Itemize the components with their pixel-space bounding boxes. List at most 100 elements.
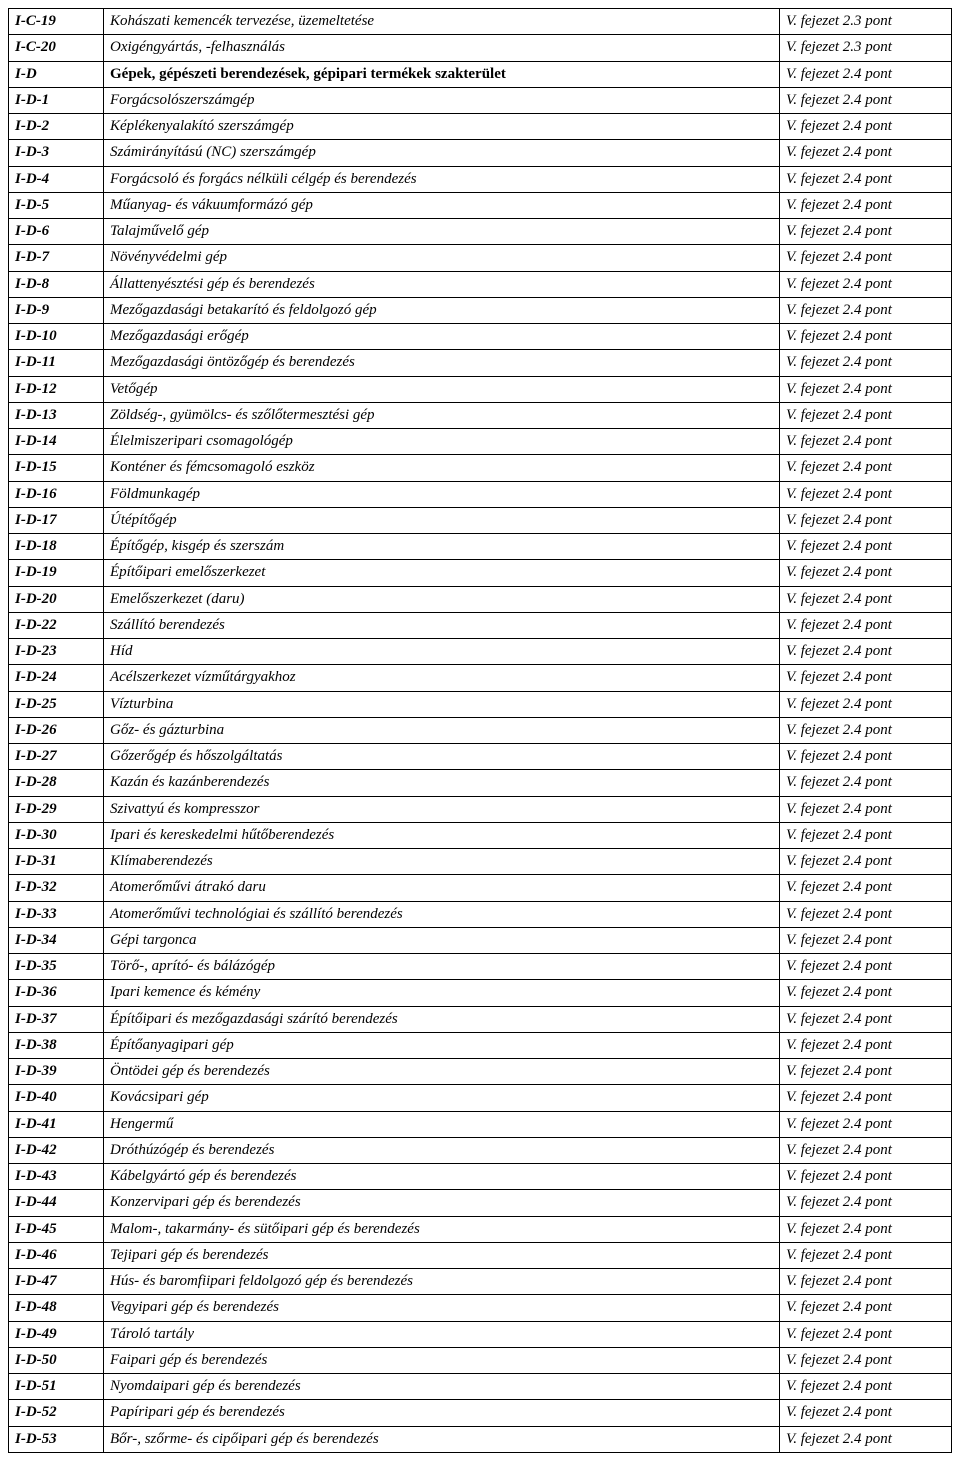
description-cell: Építőanyagipari gép <box>104 1032 780 1058</box>
reference-cell: V. fejezet 2.4 pont <box>780 691 952 717</box>
reference-cell: V. fejezet 2.3 pont <box>780 9 952 35</box>
code-cell: I-D-29 <box>9 796 104 822</box>
description-cell: Atomerőművi átrakó daru <box>104 875 780 901</box>
table-row: I-D-34Gépi targoncaV. fejezet 2.4 pont <box>9 927 952 953</box>
table-row: I-D-10Mezőgazdasági erőgépV. fejezet 2.4… <box>9 324 952 350</box>
code-cell: I-D-52 <box>9 1400 104 1426</box>
reference-cell: V. fejezet 2.4 pont <box>780 376 952 402</box>
description-cell: Állattenyésztési gép és berendezés <box>104 271 780 297</box>
reference-cell: V. fejezet 2.3 pont <box>780 35 952 61</box>
description-cell: Építőipari és mezőgazdasági szárító bere… <box>104 1006 780 1032</box>
code-cell: I-D-37 <box>9 1006 104 1032</box>
table-row: I-D-15Konténer és fémcsomagoló eszközV. … <box>9 455 952 481</box>
description-cell: Kohászati kemencék tervezése, üzemelteté… <box>104 9 780 35</box>
reference-cell: V. fejezet 2.4 pont <box>780 507 952 533</box>
description-cell: Bőr-, szőrme- és cipőipari gép és berend… <box>104 1426 780 1452</box>
code-cell: I-D-15 <box>9 455 104 481</box>
description-cell: Vízturbina <box>104 691 780 717</box>
table-row: I-D-29Szivattyú és kompresszorV. fejezet… <box>9 796 952 822</box>
code-cell: I-D-42 <box>9 1137 104 1163</box>
table-row: I-D-37Építőipari és mezőgazdasági szárít… <box>9 1006 952 1032</box>
code-cell: I-D-51 <box>9 1374 104 1400</box>
table-row: I-D-49Tároló tartályV. fejezet 2.4 pont <box>9 1321 952 1347</box>
description-cell: Építőipari emelőszerkezet <box>104 560 780 586</box>
code-cell: I-D-39 <box>9 1059 104 1085</box>
table-row: I-D-12VetőgépV. fejezet 2.4 pont <box>9 376 952 402</box>
reference-cell: V. fejezet 2.4 pont <box>780 455 952 481</box>
code-cell: I-D-19 <box>9 560 104 586</box>
description-cell: Kovácsipari gép <box>104 1085 780 1111</box>
code-cell: I-D-48 <box>9 1295 104 1321</box>
code-cell: I-D-40 <box>9 1085 104 1111</box>
reference-cell: V. fejezet 2.4 pont <box>780 875 952 901</box>
code-cell: I-D-38 <box>9 1032 104 1058</box>
code-cell: I-D-27 <box>9 744 104 770</box>
reference-cell: V. fejezet 2.4 pont <box>780 901 952 927</box>
code-cell: I-D-18 <box>9 534 104 560</box>
table-row: I-D-20Emelőszerkezet (daru)V. fejezet 2.… <box>9 586 952 612</box>
description-cell: Faipari gép és berendezés <box>104 1347 780 1373</box>
reference-cell: V. fejezet 2.4 pont <box>780 1400 952 1426</box>
description-cell: Földmunkagép <box>104 481 780 507</box>
reference-cell: V. fejezet 2.4 pont <box>780 1032 952 1058</box>
table-row: I-D-39Öntödei gép és berendezésV. fejeze… <box>9 1059 952 1085</box>
reference-cell: V. fejezet 2.4 pont <box>780 1006 952 1032</box>
description-cell: Hengermű <box>104 1111 780 1137</box>
reference-cell: V. fejezet 2.4 pont <box>780 297 952 323</box>
code-cell: I-D-16 <box>9 481 104 507</box>
description-cell: Építőgép, kisgép és szerszám <box>104 534 780 560</box>
reference-cell: V. fejezet 2.4 pont <box>780 560 952 586</box>
description-cell: Mezőgazdasági erőgép <box>104 324 780 350</box>
reference-cell: V. fejezet 2.4 pont <box>780 1111 952 1137</box>
code-cell: I-D-10 <box>9 324 104 350</box>
description-cell: Ipari és kereskedelmi hűtőberendezés <box>104 822 780 848</box>
reference-cell: V. fejezet 2.4 pont <box>780 87 952 113</box>
table-row: I-D-43Kábelgyártó gép és berendezésV. fe… <box>9 1164 952 1190</box>
reference-cell: V. fejezet 2.4 pont <box>780 1242 952 1268</box>
code-cell: I-D-11 <box>9 350 104 376</box>
table-row: I-D-8Állattenyésztési gép és berendezésV… <box>9 271 952 297</box>
description-cell: Műanyag- és vákuumformázó gép <box>104 192 780 218</box>
reference-cell: V. fejezet 2.4 pont <box>780 612 952 638</box>
table-row: I-D-26Gőz- és gázturbinaV. fejezet 2.4 p… <box>9 717 952 743</box>
table-row: I-D-22Szállító berendezésV. fejezet 2.4 … <box>9 612 952 638</box>
reference-cell: V. fejezet 2.4 pont <box>780 954 952 980</box>
code-cell: I-D-13 <box>9 402 104 428</box>
reference-cell: V. fejezet 2.4 pont <box>780 744 952 770</box>
code-cell: I-D-45 <box>9 1216 104 1242</box>
description-cell: Forgácsoló és forgács nélküli célgép és … <box>104 166 780 192</box>
code-cell: I-D-3 <box>9 140 104 166</box>
code-cell: I-D-9 <box>9 297 104 323</box>
code-cell: I-D-33 <box>9 901 104 927</box>
description-cell: Forgácsolószerszámgép <box>104 87 780 113</box>
table-row: I-D-40Kovácsipari gépV. fejezet 2.4 pont <box>9 1085 952 1111</box>
description-cell: Oxigéngyártás, -felhasználás <box>104 35 780 61</box>
description-cell: Törő-, aprító- és bálázógép <box>104 954 780 980</box>
description-cell: Emelőszerkezet (daru) <box>104 586 780 612</box>
table-row: I-D-50Faipari gép és berendezésV. fejeze… <box>9 1347 952 1373</box>
reference-cell: V. fejezet 2.4 pont <box>780 717 952 743</box>
code-cell: I-D-32 <box>9 875 104 901</box>
table-row: I-D-25VízturbinaV. fejezet 2.4 pont <box>9 691 952 717</box>
table-row: I-D-7Növényvédelmi gépV. fejezet 2.4 pon… <box>9 245 952 271</box>
reference-cell: V. fejezet 2.4 pont <box>780 1295 952 1321</box>
description-cell: Szivattyú és kompresszor <box>104 796 780 822</box>
table-row: I-D-33Atomerőművi technológiai és szállí… <box>9 901 952 927</box>
table-row: I-D-35Törő-, aprító- és bálázógépV. feje… <box>9 954 952 980</box>
code-cell: I-D-35 <box>9 954 104 980</box>
spec-code-table-body: I-C-19Kohászati kemencék tervezése, üzem… <box>9 9 952 1453</box>
reference-cell: V. fejezet 2.4 pont <box>780 665 952 691</box>
description-cell: Nyomdaipari gép és berendezés <box>104 1374 780 1400</box>
table-row: I-D-47Hús- és baromfiipari feldolgozó gé… <box>9 1269 952 1295</box>
table-row: I-D-31KlímaberendezésV. fejezet 2.4 pont <box>9 849 952 875</box>
description-cell: Híd <box>104 639 780 665</box>
table-row: I-D-51Nyomdaipari gép és berendezésV. fe… <box>9 1374 952 1400</box>
code-cell: I-D-24 <box>9 665 104 691</box>
code-cell: I-D-43 <box>9 1164 104 1190</box>
reference-cell: V. fejezet 2.4 pont <box>780 534 952 560</box>
description-cell: Vetőgép <box>104 376 780 402</box>
code-cell: I-D-2 <box>9 114 104 140</box>
reference-cell: V. fejezet 2.4 pont <box>780 1190 952 1216</box>
code-cell: I-D-20 <box>9 586 104 612</box>
reference-cell: V. fejezet 2.4 pont <box>780 1347 952 1373</box>
